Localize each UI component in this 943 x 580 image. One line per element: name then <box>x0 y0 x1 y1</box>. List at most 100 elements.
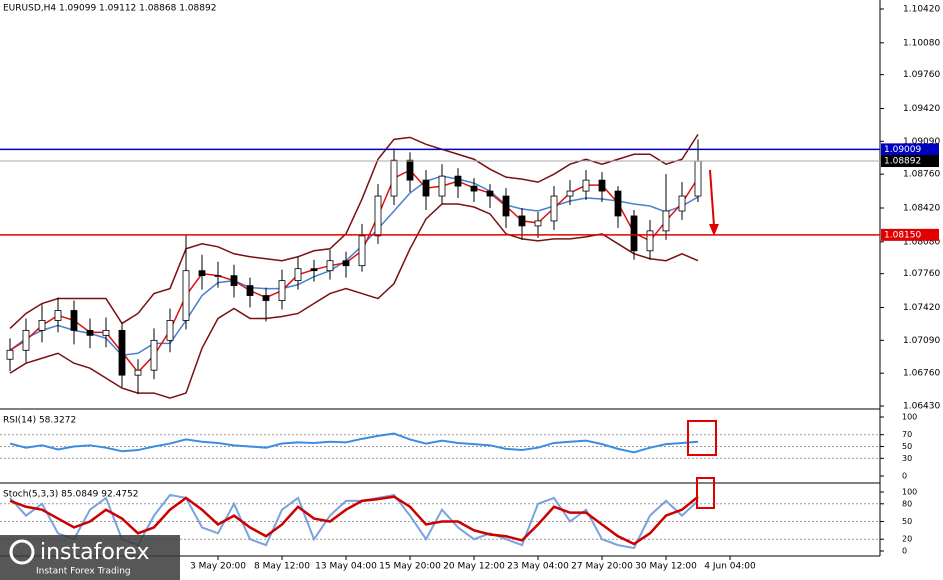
watermark-tagline: Instant Forex Trading <box>36 567 131 577</box>
y-tick-label: 1.07420 <box>903 303 940 313</box>
x-tick-label: 30 May 12:00 <box>635 562 697 572</box>
y-tick-label: 1.10080 <box>903 38 940 48</box>
y-tick-label: 100 <box>902 488 917 497</box>
stoch-title: Stoch(5,3,3) 85.0849 92.4752 <box>3 490 138 500</box>
watermark: instaforex Instant Forex Trading <box>0 535 180 580</box>
candle-body <box>518 215 526 227</box>
x-tick-label: 20 May 12:00 <box>443 562 505 572</box>
y-tick-label: 1.09760 <box>903 70 940 80</box>
candle-body <box>486 190 494 197</box>
candle-body <box>230 275 238 287</box>
candle-body <box>150 339 158 371</box>
highlight-box <box>696 477 715 509</box>
y-tick-label: 0 <box>902 472 907 481</box>
y-tick-label: 30 <box>902 454 912 463</box>
candle-body <box>630 215 638 252</box>
candle-body <box>262 295 270 301</box>
level-label-bg <box>881 143 939 156</box>
candle-body <box>246 285 254 296</box>
candle-body <box>390 159 398 197</box>
candle-body <box>134 369 142 376</box>
arrow-head <box>709 224 719 236</box>
series-line <box>9 432 699 454</box>
x-tick-label: 13 May 04:00 <box>315 562 377 572</box>
x-tick-label: 8 May 12:00 <box>254 562 310 572</box>
level-label-bg <box>881 228 939 241</box>
x-tick-label: 4 Jun 04:00 <box>704 562 756 572</box>
candle-body <box>326 260 334 272</box>
y-tick-label: 1.06760 <box>903 369 940 379</box>
candle-body <box>214 275 222 278</box>
y-tick-label: 50 <box>902 442 912 451</box>
candle-body <box>406 159 414 181</box>
candle-body <box>582 179 590 192</box>
candle-body <box>198 270 206 277</box>
candle-body <box>358 235 366 267</box>
y-tick-label: 1.08080 <box>903 237 940 247</box>
watermark-logo <box>9 539 35 565</box>
candle-body <box>534 220 542 227</box>
x-tick-label: 23 May 04:00 <box>507 562 569 572</box>
y-tick-label: 1.07090 <box>903 336 940 346</box>
last-price-bg <box>881 155 939 168</box>
last-price-label: 1.08892 <box>884 157 921 167</box>
candle-body <box>342 260 350 267</box>
candle-body <box>54 310 62 321</box>
candle-body <box>278 280 286 301</box>
candle-body <box>86 329 94 336</box>
watermark-brand: instaforex <box>40 540 150 565</box>
y-tick-label: 1.06430 <box>903 402 940 412</box>
level-label: 1.09009 <box>884 145 921 155</box>
candle-body <box>662 210 670 232</box>
x-tick-label: 15 May 20:00 <box>379 562 441 572</box>
y-tick-label: 1.08420 <box>903 203 940 213</box>
y-tick-label: 1.10420 <box>903 4 940 14</box>
candle-body <box>470 185 478 192</box>
candle-body <box>598 179 606 192</box>
candle-body <box>310 268 318 272</box>
candle-body <box>102 329 110 336</box>
arrow <box>709 169 715 227</box>
candle-body <box>614 190 622 217</box>
candle-body <box>678 195 686 212</box>
series-line <box>9 133 699 329</box>
candle-body <box>694 160 702 197</box>
level-label: 1.08150 <box>884 230 921 240</box>
plot: 1.10420 1.10080 1.09760 1.09420 1.09090 1.087… <box>0 4 940 572</box>
y-tick-label: 1.09090 <box>903 137 940 147</box>
y-tick-label: 1.09420 <box>903 104 940 114</box>
rsi-title: RSI(14) 58.3272 <box>3 416 76 426</box>
candle-body <box>454 175 462 187</box>
x-tick-label: 3 May 20:00 <box>190 562 246 572</box>
candle-body <box>438 175 446 197</box>
candle-body <box>38 320 46 331</box>
candle-body <box>182 270 190 321</box>
candle-body <box>70 310 78 331</box>
candle-body <box>118 329 126 376</box>
candle-body <box>166 320 174 341</box>
candle-body <box>294 268 302 282</box>
y-tick-label: 20 <box>902 535 912 544</box>
x-tick-label: 27 May 20:00 <box>571 562 633 572</box>
y-tick-label: 1.07760 <box>903 269 940 279</box>
y-tick-label: 0 <box>902 547 907 556</box>
y-tick-label: 70 <box>902 430 912 439</box>
y-tick-label: 100 <box>902 413 917 422</box>
series-line <box>9 203 699 399</box>
candle-body <box>502 195 510 217</box>
chart-title: EURUSD,H4 1.09099 1.09112 1.08868 1.0889… <box>3 4 216 14</box>
y-tick-label: 80 <box>902 499 912 508</box>
candle-body <box>646 230 654 252</box>
candle-body <box>422 179 430 197</box>
highlight-box <box>687 420 717 456</box>
candle-body <box>22 329 30 351</box>
candle-body <box>6 349 14 360</box>
candle-body <box>566 190 574 197</box>
y-tick-label: 1.08760 <box>903 170 940 180</box>
candle-body <box>374 195 382 237</box>
series-line <box>9 495 699 546</box>
annotations <box>687 169 719 509</box>
y-tick-label: 50 <box>902 517 912 526</box>
